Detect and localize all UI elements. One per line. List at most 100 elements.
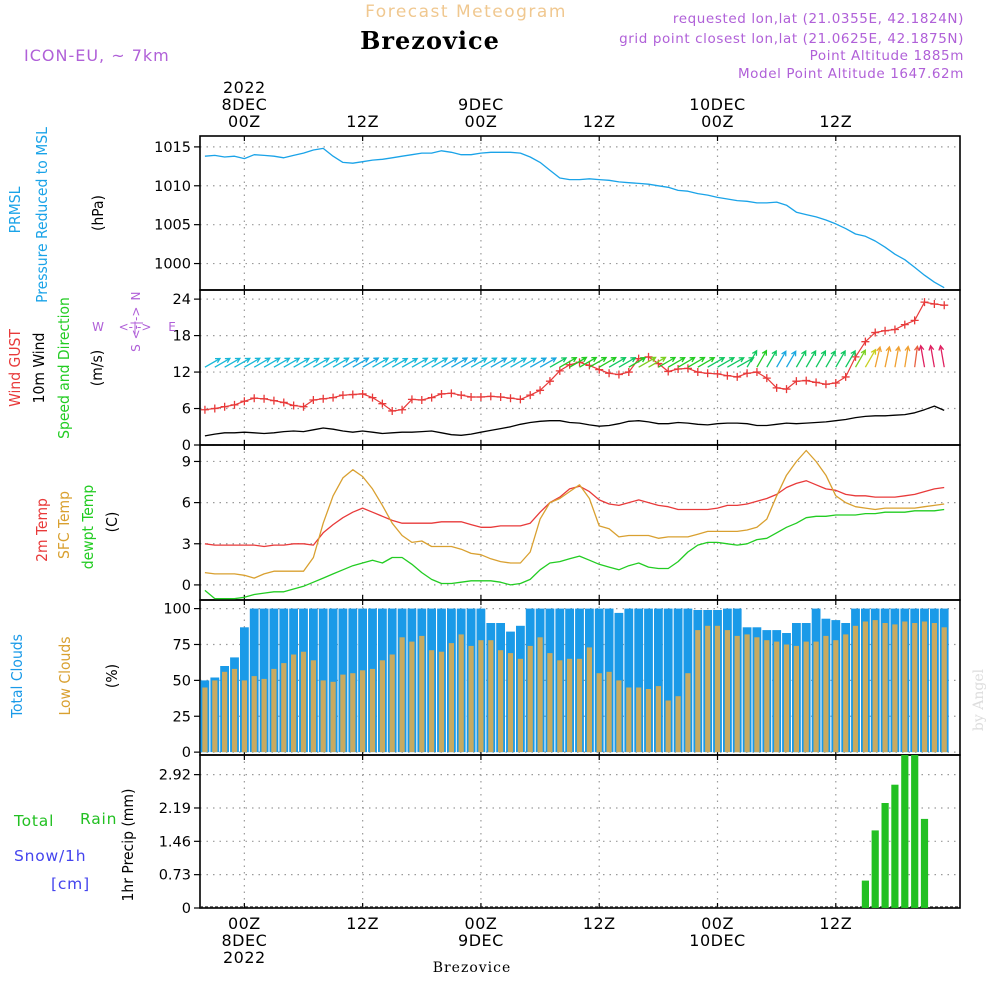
gust-marker: [427, 393, 436, 402]
wind-direction-arrow: [372, 357, 390, 368]
wind-direction-arrow: [559, 357, 578, 368]
wind-direction-arrow: [401, 357, 419, 368]
pressure-label: PRMSL: [6, 186, 24, 233]
panel-frame: [199, 754, 961, 909]
wind-direction-arrow: [707, 357, 726, 368]
low-cloud-bar: [369, 668, 376, 753]
time-label-bottom: 00Z: [465, 914, 498, 933]
gust-marker: [930, 299, 939, 308]
wind-direction-arrow: [332, 357, 350, 368]
wind-direction-arrow: [815, 349, 827, 368]
location-title: Brezovice: [360, 26, 500, 55]
gust-marker: [250, 394, 259, 403]
y-tick-label: 0.73: [159, 868, 191, 884]
wind-direction-arrow: [677, 356, 696, 368]
wind-direction-arrow: [628, 357, 647, 368]
low-cloud-bar: [537, 637, 543, 753]
low-clouds-label: Low Clouds: [56, 637, 74, 716]
low-cloud-bar: [852, 625, 859, 753]
gust-marker: [614, 370, 623, 379]
rain-bar: [881, 803, 889, 908]
low-cloud-bar: [507, 653, 514, 753]
gust-marker: [417, 396, 426, 405]
wind-direction-arrow: [835, 349, 846, 368]
low-cloud-bar: [488, 640, 494, 753]
gust-marker: [841, 372, 850, 381]
wind-direction-arrow: [313, 357, 330, 368]
total-cloud-bar: [663, 608, 673, 753]
gust-marker: [733, 372, 742, 381]
low-cloud-bar: [527, 645, 533, 753]
low-cloud-bar: [714, 625, 721, 753]
wind-direction-arrow: [342, 357, 360, 368]
y-tick-label: 6: [182, 496, 191, 512]
low-cloud-bar: [941, 627, 947, 753]
time-label-bottom: 12Z: [583, 914, 616, 933]
low-cloud-bar: [813, 641, 819, 753]
gust-marker: [831, 379, 840, 387]
gust-label: Wind GUST: [6, 329, 24, 407]
point-altitude: Point Altitude 1885m: [810, 48, 964, 64]
wind-direction-arrow: [273, 357, 291, 368]
low-cloud-bar: [586, 647, 592, 753]
gust-marker: [723, 371, 732, 380]
snow-label: Snow/1h: [14, 847, 86, 865]
y-tick-label: 0: [182, 901, 191, 917]
low-cloud-bar: [261, 678, 267, 753]
low-cloud-bar: [379, 660, 385, 753]
pressure-label: Pressure Reduced to MSL: [33, 127, 51, 303]
low-cloud-bar: [783, 644, 790, 753]
low-cloud-bar: [774, 641, 780, 753]
time-label-bottom: 2022: [223, 948, 266, 967]
gust-marker: [821, 380, 830, 389]
pressure-unit: (hPa): [89, 195, 107, 231]
time-label-top: 00Z: [228, 112, 261, 131]
gust-marker: [299, 402, 308, 411]
wind-direction-arrow: [825, 350, 836, 368]
wind-direction-arrow: [391, 357, 409, 368]
gust-marker: [309, 396, 318, 405]
low-cloud-bar: [764, 640, 770, 753]
wind-direction-arrow: [854, 349, 866, 368]
time-label-top: 12Z: [346, 112, 379, 131]
wind-direction-arrow: [776, 350, 787, 368]
gust-marker: [407, 395, 416, 404]
time-label-top: 8DEC: [221, 95, 267, 114]
gust-marker: [920, 298, 929, 307]
wind-direction-arrow: [648, 356, 667, 368]
total-cloud-bar: [318, 608, 328, 753]
wind-direction-arrow: [421, 357, 439, 368]
y-tick-label: 0: [182, 438, 191, 454]
low-cloud-bar: [931, 623, 937, 753]
wind-direction-arrow: [928, 344, 936, 368]
low-cloud-bar: [350, 673, 356, 753]
low-cloud-bar: [872, 620, 878, 753]
time-label-top: 12Z: [583, 112, 616, 131]
gridpoint-coords: grid point closest lon,lat (21.0625E, 42…: [619, 31, 964, 47]
low-cloud-bar: [222, 671, 228, 753]
total-clouds-label: Total Clouds: [8, 634, 26, 719]
rain-bar: [911, 755, 919, 908]
wind-direction-arrow: [727, 357, 745, 368]
low-cloud-bar: [212, 680, 218, 753]
low-cloud-bar: [310, 660, 316, 753]
wind-direction-arrow: [283, 357, 301, 368]
time-label-bottom: 12Z: [346, 914, 379, 933]
wind-direction-arrow: [864, 348, 877, 368]
total-cloud-bar: [644, 608, 653, 753]
rain-label: Rain: [80, 810, 117, 828]
gust-marker: [467, 392, 476, 401]
gust-marker: [457, 391, 466, 400]
low-cloud-bar: [705, 625, 711, 753]
wind-direction-arrow: [658, 356, 677, 368]
low-cloud-bar: [626, 687, 632, 753]
low-cloud-bar: [843, 634, 849, 753]
wind-direction-arrow: [204, 357, 222, 368]
compass-east: E: [168, 320, 176, 334]
gust-marker: [279, 398, 288, 407]
wind-direction-arrow: [579, 356, 598, 368]
gust-marker: [260, 394, 269, 403]
low-cloud-bar: [340, 674, 346, 753]
low-cloud-bar: [576, 658, 583, 753]
